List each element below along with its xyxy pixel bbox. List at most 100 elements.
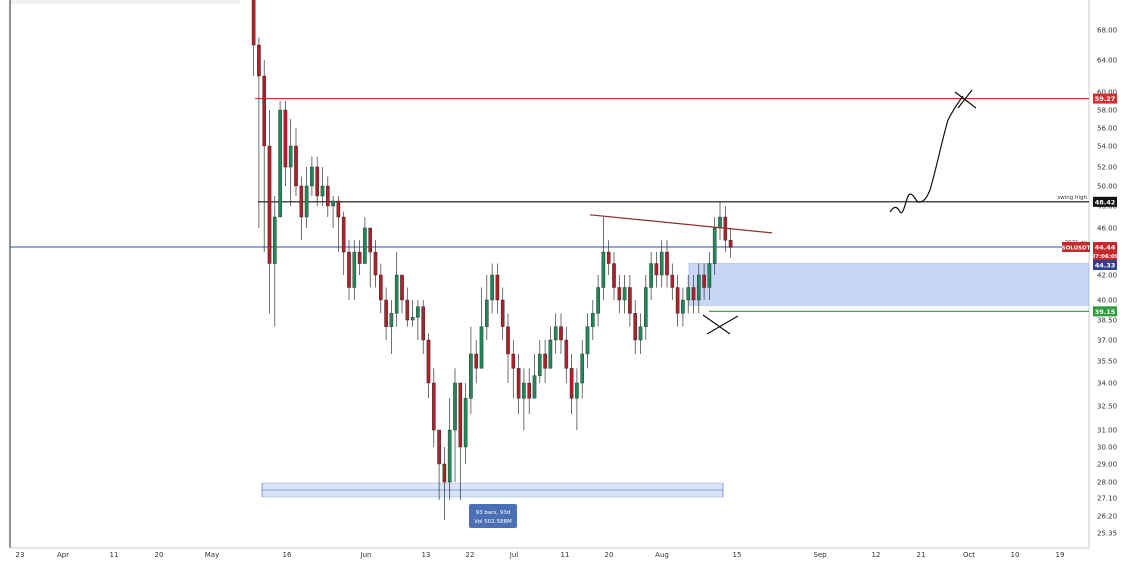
candle-body: [665, 251, 669, 276]
resistance-trendline[interactable]: [589, 214, 773, 234]
x-tick-label: 13: [422, 551, 431, 559]
y-tick-label: 26.20: [1097, 513, 1117, 521]
candle-body: [569, 368, 574, 399]
candle-body: [384, 299, 388, 327]
candle-body: [675, 287, 680, 314]
y-tick-label: 32.50: [1097, 403, 1117, 411]
measure-tooltip: [469, 504, 517, 528]
price-level-tag: [1093, 242, 1117, 252]
candle-body: [575, 382, 579, 399]
candle-body: [432, 382, 436, 431]
candle-body: [649, 263, 653, 288]
candle-body: [712, 227, 717, 264]
y-tick-label: 28.00: [1097, 479, 1117, 487]
candle-body: [267, 145, 272, 264]
candle-body: [463, 398, 468, 448]
candle-body: [320, 185, 325, 197]
candle-body: [352, 251, 357, 288]
candle-body: [299, 185, 304, 218]
candle-body: [410, 317, 415, 321]
candle-body: [638, 326, 643, 341]
candle-body: [421, 306, 426, 341]
candle-body: [522, 382, 526, 399]
candle-body: [273, 216, 277, 264]
candle-body: [416, 306, 420, 318]
candle-body: [394, 274, 399, 314]
candle-body: [601, 251, 606, 288]
price-level-tag: [1093, 93, 1117, 104]
symbol-tag: [1062, 242, 1090, 252]
candle-body: [500, 299, 505, 327]
x-mark-low: [706, 315, 739, 335]
y-tick-label: 42.00: [1097, 272, 1117, 280]
x-tick-label: 11: [110, 551, 119, 559]
candle-body: [368, 227, 373, 253]
candle-body: [495, 274, 500, 301]
y-tick-label: 52.00: [1097, 164, 1117, 172]
x-tick-label: 23: [16, 551, 25, 559]
x-mark-low: [702, 314, 731, 335]
price-level-tag-text: 59.27: [1095, 95, 1116, 103]
y-tick-label: 31.00: [1097, 427, 1117, 435]
y-tick-label: 68.00: [1097, 27, 1117, 35]
candle-body: [347, 251, 351, 288]
candle-body: [458, 382, 463, 448]
candle-body: [644, 287, 648, 327]
candle-body: [315, 166, 320, 197]
candle-body: [686, 287, 690, 301]
candle-body: [341, 216, 346, 253]
candle-body: [326, 185, 330, 207]
candle-body: [728, 239, 733, 248]
candle-body: [400, 274, 404, 301]
candle-body: [283, 109, 288, 168]
candle-body: [622, 287, 627, 301]
candle-body: [548, 339, 553, 369]
candle-body: [538, 353, 542, 376]
candle-body: [251, 0, 256, 46]
measure-bars-text: 93 bars, 93d: [476, 510, 511, 516]
candle-body: [405, 299, 410, 321]
candle-body: [591, 313, 595, 327]
candle-body: [447, 429, 452, 483]
candle-body: [389, 313, 394, 327]
x-mark-target: [954, 91, 977, 109]
price-level-note: swing high: [1057, 195, 1087, 201]
x-tick-label: 16: [283, 551, 292, 559]
candle-body: [543, 353, 547, 369]
x-tick-label: Jul: [509, 551, 519, 559]
x-tick-label: 19: [1056, 551, 1065, 559]
candle-body: [357, 251, 362, 264]
last-value-text: 44.33: [1095, 262, 1116, 270]
x-tick-label: 20: [155, 551, 164, 559]
symbol-text: SOLUSDT: [1062, 245, 1091, 251]
y-tick-label: 56.00: [1097, 125, 1117, 133]
candle-body: [506, 326, 510, 355]
x-mark-target: [957, 89, 973, 109]
candle-body: [379, 274, 383, 301]
candle-body: [310, 166, 314, 187]
candle-body: [659, 251, 664, 276]
candle-body: [426, 339, 431, 384]
y-tick-label: 35.50: [1097, 358, 1117, 366]
candle-body: [437, 429, 441, 465]
candle-body: [469, 353, 473, 399]
candle-body: [532, 375, 537, 399]
y-tick-label: 60.00: [1097, 89, 1117, 97]
y-tick-label: 25.35: [1097, 530, 1117, 538]
candle-body: [559, 326, 563, 341]
y-tick-label: 50.00: [1097, 183, 1117, 191]
candle-body: [585, 326, 590, 355]
y-tick-label: 46.00: [1097, 225, 1117, 233]
y-tick-label: 34.00: [1097, 380, 1117, 388]
candle-body: [681, 299, 685, 314]
candle-body: [670, 274, 675, 288]
candle-body: [564, 339, 569, 369]
countdown-text: 07:06:09: [1091, 254, 1119, 260]
candle-body: [606, 251, 611, 264]
y-tick-label: 40.00: [1097, 297, 1117, 305]
x-tick-label: Sep: [813, 551, 827, 559]
price-level-tag-text: 39.15: [1095, 308, 1116, 316]
candle-body: [278, 109, 282, 218]
